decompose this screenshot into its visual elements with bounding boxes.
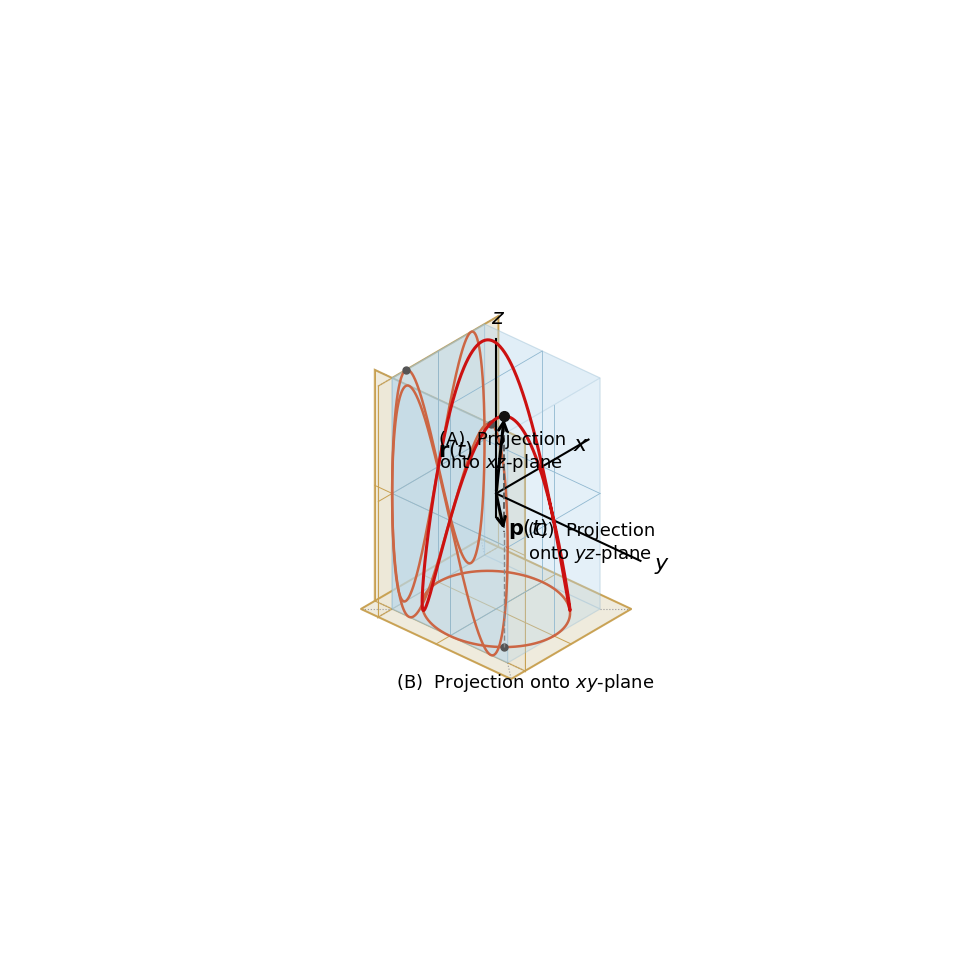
Polygon shape	[485, 324, 600, 609]
Text: $y$: $y$	[654, 556, 670, 576]
Polygon shape	[392, 555, 600, 663]
Text: (C)  Projection
onto $yz$-plane: (C) Projection onto $yz$-plane	[529, 522, 655, 564]
Text: $x$: $x$	[573, 435, 590, 455]
Polygon shape	[375, 370, 525, 671]
Text: (A)  Projection
onto $xz$-plane: (A) Projection onto $xz$-plane	[439, 431, 566, 474]
Polygon shape	[392, 324, 485, 609]
Polygon shape	[507, 378, 600, 663]
Polygon shape	[392, 378, 507, 663]
Polygon shape	[392, 324, 600, 432]
Polygon shape	[378, 316, 499, 617]
Text: $\mathbf{r}(t)$: $\mathbf{r}(t)$	[439, 439, 473, 463]
Polygon shape	[361, 539, 631, 679]
Text: $\mathbf{p}(t)$: $\mathbf{p}(t)$	[508, 518, 548, 541]
Text: (B)  Projection onto $xy$-plane: (B) Projection onto $xy$-plane	[396, 673, 654, 694]
Text: $z$: $z$	[492, 308, 505, 328]
